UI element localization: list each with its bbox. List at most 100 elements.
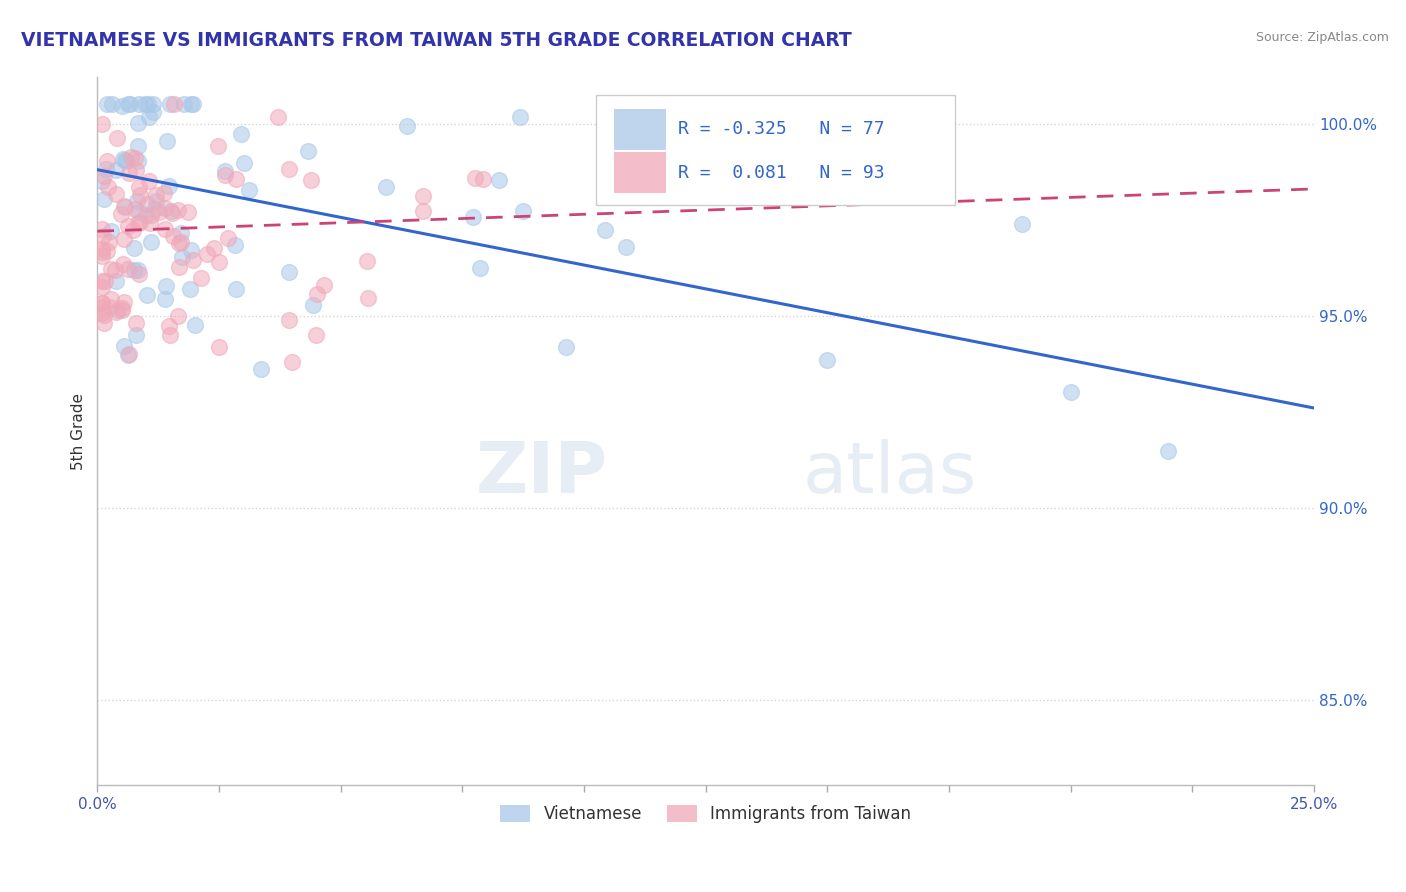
- Text: atlas: atlas: [803, 439, 977, 508]
- Point: [412, 189, 434, 203]
- Point: [93, 169, 115, 183]
- Point: [127, 138, 149, 153]
- Text: Source: ZipAtlas.com: Source: ZipAtlas.com: [1256, 31, 1389, 45]
- Point: [204, 241, 226, 255]
- Point: [91, 296, 114, 310]
- Point: [190, 271, 212, 285]
- Text: ZIP: ZIP: [477, 439, 609, 508]
- Point: [91, 274, 114, 288]
- Point: [157, 178, 180, 193]
- Point: [160, 205, 183, 219]
- Point: [180, 244, 202, 258]
- Point: [91, 222, 114, 236]
- Point: [136, 288, 159, 302]
- Point: [162, 228, 184, 243]
- Point: [159, 97, 181, 112]
- Point: [195, 247, 218, 261]
- Point: [302, 298, 325, 312]
- Point: [128, 262, 150, 277]
- Point: [112, 294, 135, 309]
- Point: [91, 174, 114, 188]
- Point: [181, 97, 204, 112]
- Point: [224, 237, 246, 252]
- Point: [614, 240, 637, 254]
- Point: [139, 216, 162, 230]
- Point: [305, 327, 328, 342]
- Point: [107, 302, 129, 317]
- Point: [177, 204, 200, 219]
- Point: [93, 316, 115, 330]
- Point: [128, 97, 150, 112]
- Point: [122, 262, 145, 277]
- Point: [374, 180, 396, 194]
- Point: [139, 235, 162, 250]
- Point: [238, 182, 260, 196]
- Point: [114, 200, 136, 214]
- Point: [134, 208, 156, 222]
- Point: [159, 328, 181, 343]
- Point: [96, 97, 118, 112]
- Point: [104, 305, 127, 319]
- Point: [127, 153, 149, 168]
- Point: [93, 274, 115, 288]
- Point: [97, 180, 120, 194]
- Point: [125, 327, 148, 342]
- Point: [207, 138, 229, 153]
- Point: [217, 231, 239, 245]
- Point: [110, 207, 132, 221]
- Point: [225, 172, 247, 186]
- Point: [145, 194, 167, 208]
- Point: [1011, 217, 1033, 231]
- Point: [104, 263, 127, 277]
- Point: [127, 116, 149, 130]
- Point: [91, 296, 114, 310]
- Point: [356, 254, 378, 268]
- Point: [112, 232, 135, 246]
- Point: [91, 244, 114, 259]
- Point: [105, 130, 128, 145]
- Point: [91, 243, 114, 257]
- Point: [125, 194, 148, 208]
- Point: [117, 219, 139, 234]
- Point: [128, 188, 150, 202]
- Point: [163, 97, 186, 112]
- Point: [208, 255, 231, 269]
- Point: [100, 292, 122, 306]
- Point: [170, 226, 193, 240]
- Point: [91, 280, 114, 294]
- Point: [117, 261, 139, 276]
- Point: [464, 171, 486, 186]
- Point: [231, 127, 253, 141]
- Point: [91, 306, 114, 320]
- Text: R = -0.325   N = 77: R = -0.325 N = 77: [678, 120, 884, 138]
- Point: [143, 202, 166, 216]
- Point: [312, 278, 335, 293]
- Point: [117, 347, 139, 361]
- Point: [114, 154, 136, 169]
- Point: [166, 202, 188, 217]
- Legend: Vietnamese, Immigrants from Taiwan: Vietnamese, Immigrants from Taiwan: [494, 798, 918, 830]
- Point: [463, 210, 485, 224]
- Point: [208, 339, 231, 353]
- Point: [105, 186, 128, 201]
- Point: [184, 318, 207, 332]
- Point: [299, 172, 322, 186]
- Point: [395, 119, 418, 133]
- Point: [169, 260, 191, 274]
- Point: [128, 267, 150, 281]
- Point: [170, 250, 193, 264]
- Point: [122, 223, 145, 237]
- Point: [509, 110, 531, 124]
- Point: [100, 224, 122, 238]
- Point: [96, 244, 118, 259]
- Point: [267, 110, 290, 124]
- Point: [96, 153, 118, 168]
- Point: [214, 168, 236, 182]
- Point: [1157, 443, 1180, 458]
- Point: [488, 173, 510, 187]
- Point: [249, 362, 271, 376]
- Point: [138, 110, 160, 124]
- Point: [117, 348, 139, 362]
- FancyBboxPatch shape: [614, 152, 665, 194]
- Point: [278, 313, 301, 327]
